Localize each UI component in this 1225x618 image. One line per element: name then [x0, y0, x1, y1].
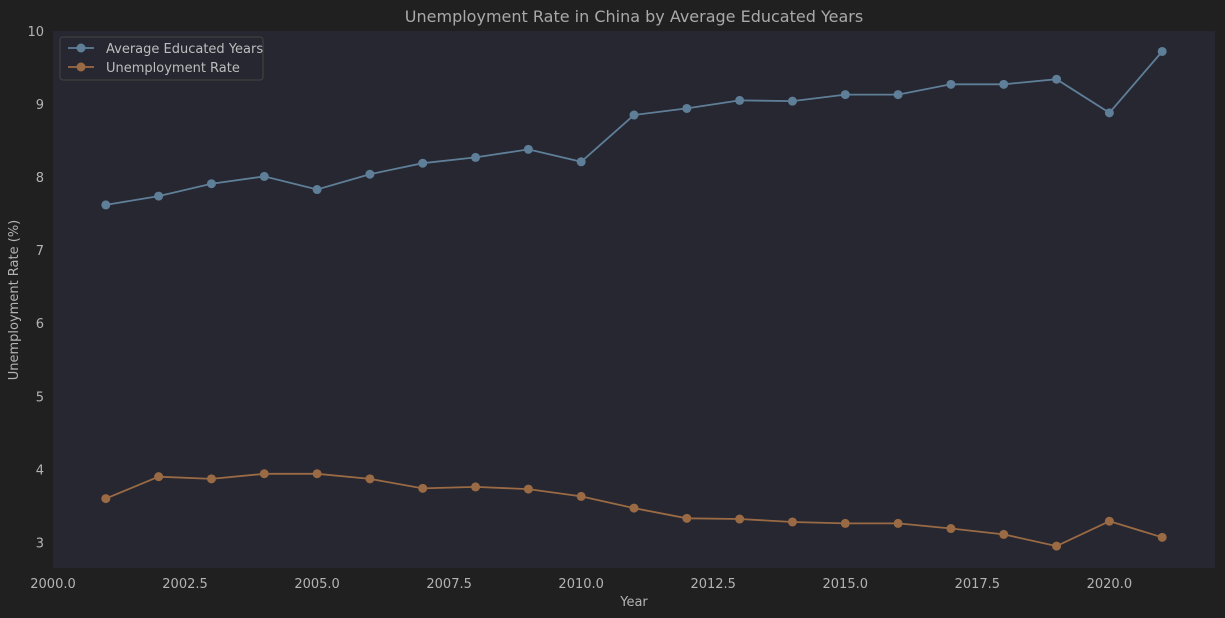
y-tick-label: 9	[36, 98, 44, 113]
data-point-unemployment-rate	[206, 474, 216, 484]
data-point-unemployment-rate	[893, 518, 903, 528]
x-axis-label: Year	[619, 595, 648, 610]
y-tick-label: 7	[36, 244, 44, 259]
x-tick-label: 2005.0	[294, 577, 340, 592]
y-tick-label: 6	[36, 317, 44, 332]
data-point-average-educated-years	[418, 158, 428, 168]
plot-area	[53, 31, 1215, 568]
y-axis-ticks: 3 4 5 6 7 8 9 10	[27, 25, 44, 551]
legend-label-average-educated-years: Average Educated Years	[106, 42, 263, 57]
x-tick-label: 2002.5	[162, 577, 208, 592]
y-tick-label: 4	[36, 463, 44, 478]
data-point-average-educated-years	[1157, 46, 1167, 56]
data-point-unemployment-rate	[312, 469, 322, 479]
legend-marker-unemployment-rate	[76, 62, 86, 72]
data-point-unemployment-rate	[101, 494, 111, 504]
data-point-unemployment-rate	[787, 517, 797, 527]
legend-label-unemployment-rate: Unemployment Rate	[106, 61, 240, 76]
data-point-average-educated-years	[101, 200, 111, 210]
y-tick-label: 5	[36, 390, 44, 405]
data-point-unemployment-rate	[523, 484, 533, 494]
data-point-unemployment-rate	[946, 524, 956, 534]
data-point-unemployment-rate	[259, 469, 269, 479]
data-point-unemployment-rate	[1104, 516, 1114, 526]
data-point-average-educated-years	[259, 171, 269, 181]
data-point-unemployment-rate	[154, 472, 164, 482]
data-point-average-educated-years	[312, 185, 322, 195]
data-point-average-educated-years	[735, 95, 745, 105]
x-tick-label: 2010.0	[558, 577, 604, 592]
data-point-unemployment-rate	[840, 518, 850, 528]
data-point-unemployment-rate	[576, 491, 586, 501]
data-point-unemployment-rate	[1052, 541, 1062, 551]
data-point-average-educated-years	[471, 152, 481, 162]
data-point-unemployment-rate	[418, 483, 428, 493]
data-point-average-educated-years	[1104, 108, 1114, 118]
x-tick-label: 2012.5	[690, 577, 736, 592]
data-point-average-educated-years	[946, 79, 956, 89]
data-point-average-educated-years	[1052, 74, 1062, 84]
legend: Average Educated Years Unemployment Rate	[59, 36, 264, 81]
x-tick-label: 2007.5	[426, 577, 472, 592]
series-layer	[101, 46, 1167, 551]
data-point-average-educated-years	[206, 179, 216, 189]
x-tick-label: 2020.0	[1087, 577, 1133, 592]
x-tick-label: 2015.0	[823, 577, 869, 592]
data-point-average-educated-years	[787, 96, 797, 106]
y-tick-label: 10	[27, 25, 44, 40]
data-point-average-educated-years	[154, 191, 164, 201]
data-point-average-educated-years	[629, 110, 639, 120]
data-point-unemployment-rate	[735, 514, 745, 524]
data-point-average-educated-years	[893, 90, 903, 100]
data-point-unemployment-rate	[471, 482, 481, 492]
y-tick-label: 8	[36, 171, 44, 186]
x-tick-label: 2017.5	[955, 577, 1001, 592]
x-axis-ticks: 2000.0 2002.5 2005.0 2007.5 2010.0 2012.5 2015…	[30, 577, 1132, 592]
data-point-unemployment-rate	[629, 503, 639, 513]
data-point-unemployment-rate	[365, 474, 375, 484]
chart-title: Unemployment Rate in China by Average Ed…	[405, 7, 863, 26]
x-tick-label: 2000.0	[30, 577, 76, 592]
y-axis-label: Unemployment Rate (%)	[7, 220, 22, 381]
data-point-average-educated-years	[999, 79, 1009, 89]
data-point-average-educated-years	[576, 157, 586, 167]
data-point-average-educated-years	[682, 103, 692, 113]
data-point-unemployment-rate	[999, 529, 1009, 539]
legend-marker-average-educated-years	[76, 43, 86, 53]
data-point-unemployment-rate	[682, 513, 692, 523]
data-point-unemployment-rate	[1157, 532, 1167, 542]
legend-box	[59, 36, 264, 81]
data-point-average-educated-years	[840, 90, 850, 100]
data-point-average-educated-years	[523, 144, 533, 154]
y-tick-label: 3	[36, 536, 44, 551]
data-point-average-educated-years	[365, 169, 375, 179]
